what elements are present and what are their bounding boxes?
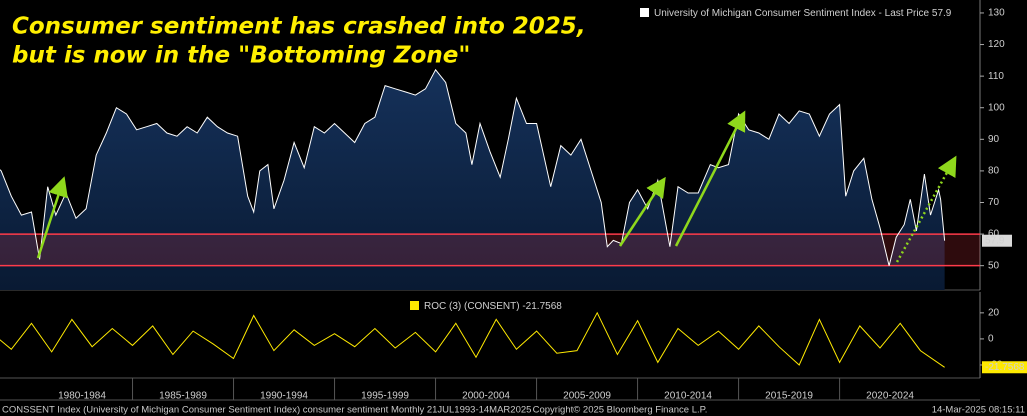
y-tick-label: 130 — [988, 8, 1005, 19]
annotation: Consumer sentiment has crashed into 2025… — [12, 14, 586, 40]
x-tick-label: 1995-1999 — [361, 391, 409, 402]
y-tick-label: 0 — [988, 334, 994, 345]
legend-last-value: 57.9 — [932, 8, 952, 19]
last-value-label: 57.9 — [985, 235, 1005, 246]
x-tick-label: 2005-2009 — [563, 391, 611, 402]
arrow — [674, 110, 746, 247]
y-tick-label: 80 — [988, 166, 1000, 177]
legend-swatch — [640, 8, 649, 17]
footer-center: Copyright© 2025 Bloomberg Finance L.P. — [533, 405, 708, 416]
bottoming-zone — [0, 234, 980, 266]
last-value-box — [982, 361, 1027, 374]
y-tick-label: 70 — [988, 197, 1000, 208]
x-tick-label: 2010-2014 — [664, 391, 712, 402]
series-line — [0, 311, 945, 368]
last-value-box — [982, 234, 1012, 247]
y-tick-label: 110 — [988, 71, 1004, 82]
legend-suffix: - Last Price — [879, 8, 930, 19]
y-tick-label: 90 — [988, 134, 1000, 145]
legend-text: University of Michigan Consumer Sentimen… — [654, 8, 952, 19]
y-tick-label: 20 — [988, 307, 1000, 318]
series-line — [0, 68, 946, 266]
y-tick-label: 60 — [988, 229, 1000, 240]
legend-swatch — [410, 301, 419, 310]
area — [0, 69, 945, 290]
arrow — [618, 176, 666, 247]
x-tick-label: 1990-1994 — [260, 391, 308, 402]
trend-arrows — [36, 110, 957, 263]
y-tick-label: 100 — [988, 102, 1005, 113]
x-tick-label: 1985-1989 — [159, 391, 207, 402]
footer-left: CONSSENT Index (University of Michigan C… — [2, 405, 531, 416]
last-value-label: -21.7568 — [985, 362, 1025, 373]
y-tick-label: 120 — [988, 39, 1005, 50]
y-tick-label: 50 — [988, 260, 1000, 271]
x-tick-label: 2020-2024 — [866, 391, 914, 402]
legend-text: ROC (3) (CONSENT) -21.7568 — [424, 301, 562, 312]
annotation: but is now in the "Bottoming Zone" — [12, 43, 470, 69]
arrow — [36, 176, 68, 259]
legend-name: ROC (3) (CONSENT) — [424, 301, 520, 312]
x-tick-label: 1980-1984 — [58, 391, 106, 402]
x-tick-label: 2000-2004 — [462, 391, 510, 402]
legend-last-value: -21.7568 — [522, 301, 562, 312]
legend-name: University of Michigan Consumer Sentimen… — [654, 8, 876, 19]
footer-right: 14-Mar-2025 08:15:11 — [932, 405, 1025, 416]
x-tick-label: 2015-2019 — [765, 391, 813, 402]
